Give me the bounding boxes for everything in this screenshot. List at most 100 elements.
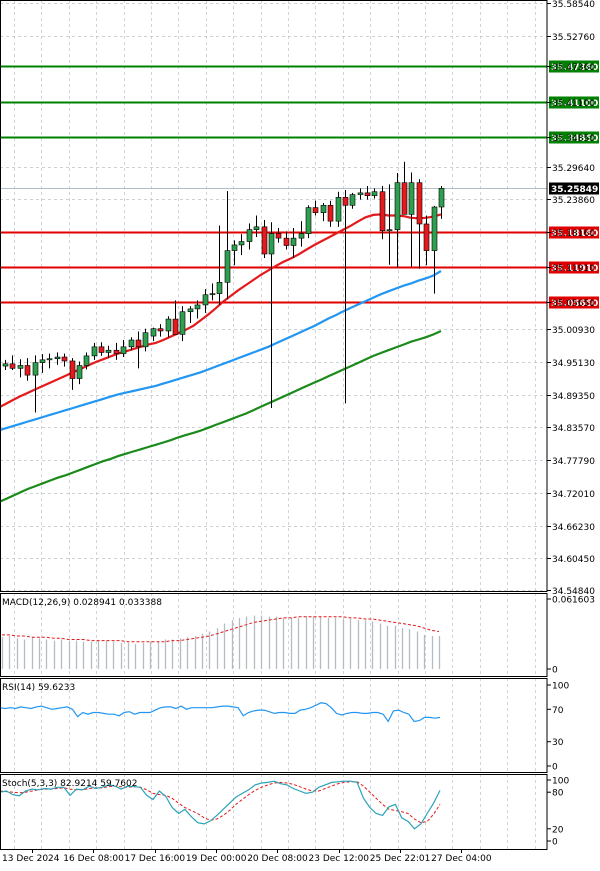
rsi-line [0,702,441,723]
candle-body [69,360,76,379]
candle-body [268,233,275,255]
y-axis-tick-label: 34.83570 [552,424,595,434]
y-axis-tick-label: 35.52760 [552,33,595,43]
y-axis-tick-label: 35.11910 [552,264,595,274]
y-axis-tick-label: 35.00930 [552,326,595,336]
candle-body [216,281,223,294]
candle-body [312,207,319,213]
y-axis-tick-label: 35.29640 [552,164,595,174]
candle-body [320,205,327,213]
current-price-label: 35.25849 [551,185,598,195]
macd-y-tick-label: 0.061603 [552,596,595,606]
panel-frame [0,593,548,677]
y-axis-tick-label: 34.77790 [552,457,595,467]
candle-body [46,358,53,361]
candle-body [371,191,378,196]
candle-body [202,294,209,306]
moving-average-line-2 [0,270,442,432]
candle-body [165,318,172,332]
x-axis-tick-label: 27 Dec 04:00 [431,854,492,864]
rsi-y-tick-label: 70 [552,706,564,716]
candle-body [231,244,238,251]
candle-body [76,365,83,379]
candle-body [32,362,39,376]
candle-body [54,356,61,360]
y-axis-tick-label: 35.18160 [552,229,595,239]
stoch-d-line [0,781,441,824]
y-axis-tick-label: 34.72010 [552,490,595,500]
price-level-label: 35.05650 [551,299,598,309]
price-level-tag [549,96,599,109]
panel-frame [0,0,548,592]
candle-body [135,339,142,348]
candle-body [394,182,401,230]
candle-body [150,328,157,337]
candle-body [401,182,408,215]
price-level-tag [549,60,599,73]
macd-label: MACD(12,26,9) 0.028941 0.033388 [2,598,162,608]
candle-body [128,339,135,348]
candle-body [24,365,31,376]
candle-body [238,241,245,246]
price-level-label: 35.18160 [551,229,598,239]
candle-body [157,328,164,332]
macd-signal-line [2,616,440,643]
x-axis-tick-label: 25 Dec 22:01 [370,854,431,864]
x-axis-tick-label: 13 Dec 2024 [2,854,60,864]
panel-frame [0,678,548,773]
candle-body [209,293,216,296]
candle-body [364,192,371,196]
stoch-label: Stoch(5,3,3) 82.9214 59.7602 [2,779,137,789]
y-axis-tick-label: 34.95130 [552,359,595,369]
candle-body [61,356,68,362]
candle-body [83,355,90,366]
candle-body [187,308,194,313]
stoch-k-line [0,780,441,830]
rsi-y-tick-label: 30 [552,738,564,748]
candle-body [98,346,105,353]
y-axis-tick-label: 35.47360 [552,63,595,73]
stoch-y-tick-label: 80 [552,789,564,799]
price-level-label: 35.34850 [551,134,598,144]
price-level-tag [549,261,599,274]
y-axis-tick-label: 35.23860 [552,196,595,206]
price-level-tag [549,131,599,144]
candle-body [91,346,98,357]
price-level-tag [549,296,599,309]
candle-body [172,318,179,335]
candle-body [327,205,334,222]
moving-average-line-3 [0,329,442,503]
price-level-tag [549,226,599,239]
candle-body [298,233,305,239]
candle-body [379,191,386,232]
candle-body [290,237,297,246]
candle-body [9,363,16,369]
candle-body [305,207,312,234]
candle-body [253,226,260,230]
candle-body [224,250,231,283]
candle-body [2,363,9,367]
candle-body [142,332,149,348]
candle-body [357,192,364,195]
stoch-y-tick-label: 0 [552,838,558,848]
candle-body [275,233,282,239]
price-level-label: 35.47360 [551,63,598,73]
y-axis-tick-label: 35.34850 [552,134,595,144]
y-axis-tick-label: 35.41100 [552,99,595,109]
price-level-label: 35.11910 [551,264,598,274]
candle-body [194,304,201,310]
candle-body [120,346,127,354]
candle-body [438,188,445,208]
candle-body [386,229,393,232]
y-axis-tick-label: 34.54840 [552,587,595,597]
candle-body [349,194,356,206]
candle-body [283,237,290,246]
y-axis-tick-label: 35.58540 [552,0,595,10]
rsi-y-tick-label: 100 [552,682,569,692]
candle-body [335,197,342,222]
candle-body [246,229,253,242]
stoch-y-tick-label: 100 [552,777,569,787]
price-level-label: 35.41100 [551,99,598,109]
